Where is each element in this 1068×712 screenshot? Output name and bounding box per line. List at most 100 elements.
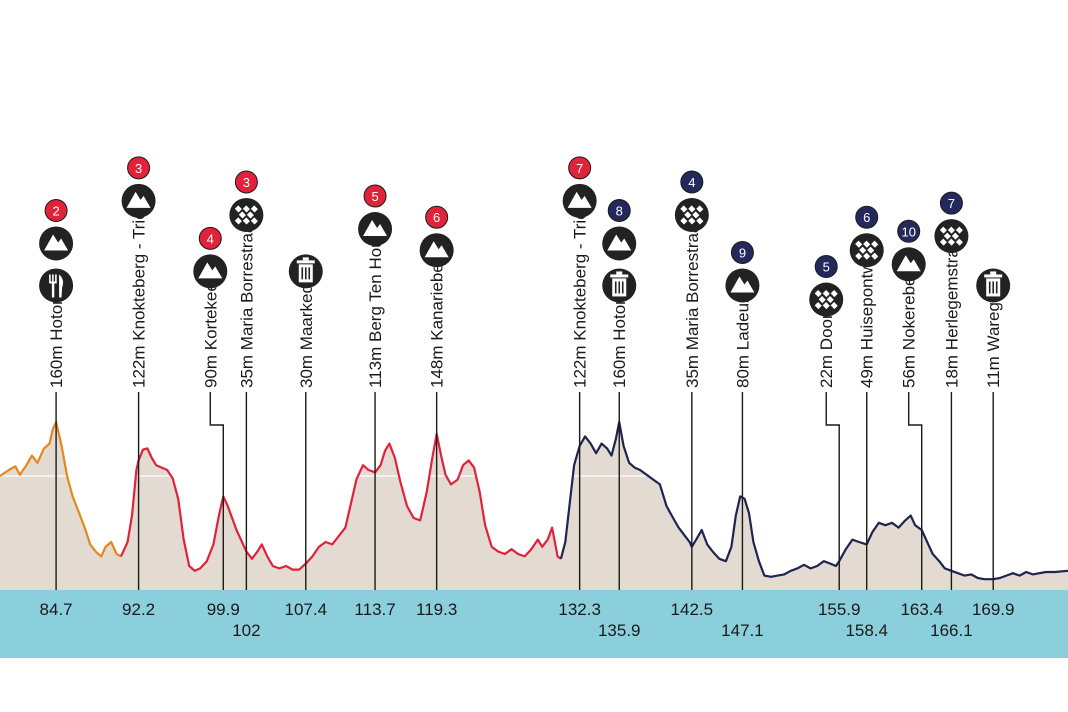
waste-zone-icon: [976, 268, 1011, 303]
bin-stripe: [995, 281, 998, 294]
km-tick-label: 113.7: [354, 600, 395, 619]
waypoint-label: 11m Waregem: [984, 278, 1003, 388]
km-tick-label: 142.5: [671, 600, 714, 619]
cobble-stone: [822, 302, 830, 310]
cobble-stone: [867, 246, 875, 254]
km-tick-label: 119.3: [416, 600, 457, 619]
cobble-stone: [822, 290, 830, 298]
km-tick-label: 92.2: [122, 600, 155, 619]
bin-handle: [302, 257, 309, 261]
badge-number: 7: [576, 161, 583, 176]
waypoint-marker: 160m Hotond 2: [39, 198, 74, 590]
badge-number: 3: [135, 161, 142, 176]
cobble-stone: [696, 205, 704, 213]
waypoint-label: 160m Hotond: [47, 286, 66, 388]
fork-tine: [49, 274, 51, 283]
cobble-stone: [814, 290, 822, 298]
waypoint-marker: 18m Herlegemstraat 7: [934, 191, 969, 590]
cobble-stone: [855, 252, 863, 260]
km-tick-label: 169.9: [972, 600, 1015, 619]
icon-disc: [809, 282, 844, 317]
cobble-stone: [238, 211, 246, 219]
cobble-stone: [814, 302, 822, 310]
cobble-stone: [250, 205, 258, 213]
waypoint-marker: 113m Berg Ten Houte 5: [358, 184, 393, 590]
cobble-stone: [688, 205, 696, 213]
climb-icon: 2: [39, 198, 74, 261]
bin-stripe: [304, 267, 307, 280]
mountain-glyph: [126, 191, 151, 208]
climb-number-badge: 10: [897, 219, 921, 243]
cobble-stone: [242, 217, 250, 225]
badge-circle: [568, 156, 592, 180]
climb-icon: 10: [891, 219, 926, 282]
km-tick-label: 135.9: [598, 621, 641, 640]
climb-number-badge: 5: [814, 255, 838, 279]
km-tick-label: 147.1: [721, 621, 764, 640]
climb-number-badge: 6: [855, 205, 879, 229]
badge-circle: [680, 170, 704, 194]
cobbles-icon: 3: [229, 170, 264, 232]
waypoint-leader-line: [908, 392, 923, 590]
badge-circle: [730, 240, 754, 264]
bin-stripe: [621, 281, 624, 294]
waypoint-leader-line: [209, 392, 224, 590]
climb-number-badge: 3: [127, 156, 151, 180]
waypoint-label: 148m Kanarieberg: [428, 248, 447, 388]
profile-line-segment: [0, 420, 122, 558]
badge-number: 10: [901, 224, 915, 239]
icon-disc: [849, 233, 884, 268]
climb-number-badge: 4: [198, 226, 222, 250]
bin-stripe: [992, 281, 995, 294]
badge-circle: [363, 184, 387, 208]
badge-number: 8: [616, 203, 623, 218]
cobbles-icon: 6: [849, 205, 884, 268]
profile-area: [0, 422, 1068, 590]
waypoint-label: 35m Maria Borrestraat: [683, 219, 702, 388]
badge-circle: [814, 255, 838, 279]
icon-disc: [674, 197, 709, 232]
climb-icon: 3: [121, 156, 156, 218]
cobble-stone: [955, 238, 963, 246]
waypoint-label: 35m Maria Borrestraat: [237, 219, 256, 388]
cobble-stone: [246, 211, 254, 219]
climb-number-badge: 5: [363, 184, 387, 208]
cobble-stone: [951, 232, 959, 240]
waypoint-label: 30m Maarkedal: [297, 271, 316, 388]
climb-number-badge: 6: [425, 205, 449, 229]
badge-circle: [607, 198, 631, 222]
cobble-stone: [939, 226, 947, 234]
mountain-glyph: [730, 276, 755, 293]
climb-icon: 9: [725, 240, 760, 303]
feed-zone-icon: [39, 268, 74, 303]
waypoint-leader-line: [825, 392, 840, 590]
climb-number-badge: 7: [939, 191, 963, 215]
waypoint-label: 18m Herlegemstraat: [942, 234, 961, 388]
cobble-stone: [830, 290, 838, 298]
icon-disc: [934, 219, 969, 254]
mountain-glyph: [896, 255, 921, 272]
climb-icon: 8: [602, 198, 637, 261]
mountain-glyph: [424, 241, 449, 258]
waste-zone-icon: [602, 268, 637, 303]
climb-number-badge: 2: [44, 198, 68, 222]
waypoint-marker: 122m Knokteberg - Trieu 3: [121, 156, 156, 590]
fork-handle: [51, 282, 55, 298]
climb-icon: 6: [419, 205, 454, 268]
badge-number: 9: [739, 245, 746, 260]
cobble-stone: [939, 238, 947, 246]
cobble-stone: [871, 252, 879, 260]
mountain-glyph: [567, 191, 592, 208]
climb-number-badge: 9: [730, 240, 754, 264]
profile-line-segment: [120, 432, 562, 572]
cobbles-icon: 4: [674, 170, 709, 232]
waypoint-marker: 148m Kanarieberg 6: [419, 205, 454, 590]
cobble-stone: [696, 217, 704, 225]
cobble-stone: [250, 217, 258, 225]
cobble-stone: [830, 302, 838, 310]
km-band: [0, 590, 1068, 658]
cobble-stone: [680, 205, 688, 213]
mountain-glyph: [363, 220, 388, 237]
badge-circle: [234, 170, 258, 194]
climb-icon: 4: [193, 226, 228, 289]
